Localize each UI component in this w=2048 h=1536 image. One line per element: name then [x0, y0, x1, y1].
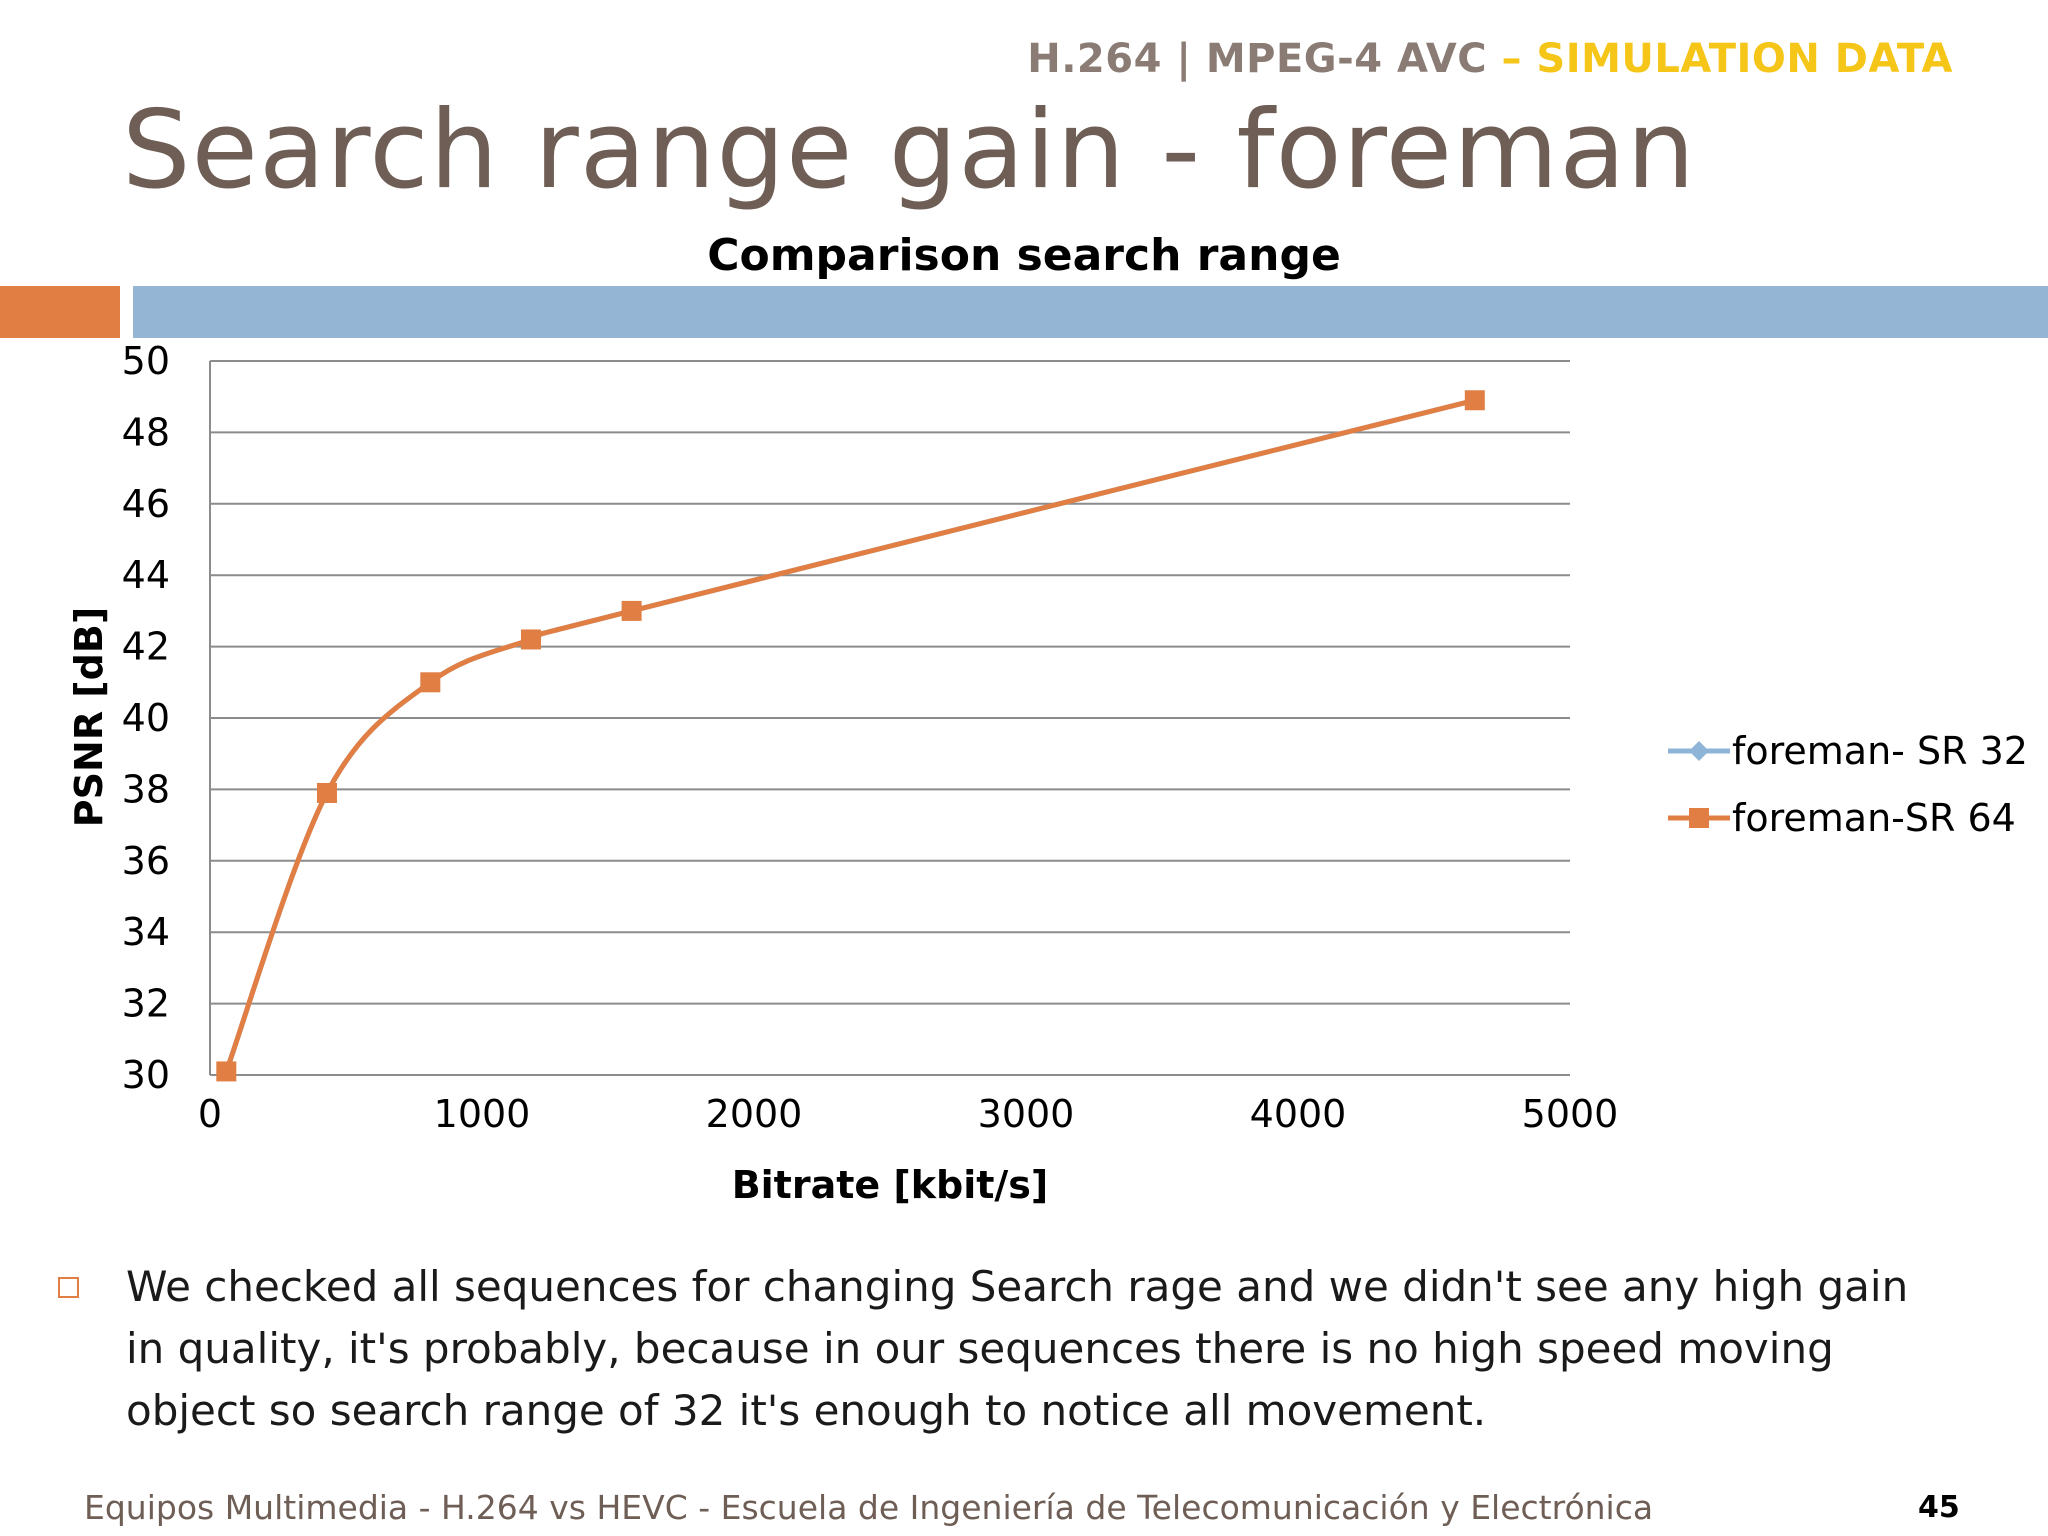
y-axis-title: PSNR [dB]: [67, 607, 111, 827]
x-tick-label: 0: [198, 1092, 222, 1136]
series-2: [216, 390, 1485, 1082]
y-tick-label: 42: [122, 625, 170, 669]
y-tick-label: 46: [122, 482, 170, 526]
y-tick-label: 44: [122, 553, 170, 597]
data-point: [1464, 390, 1485, 411]
x-tick-label: 5000: [1522, 1092, 1619, 1136]
x-tick-label: 4000: [1250, 1092, 1347, 1136]
chart-series: [216, 390, 1485, 1082]
x-tick-label: 1000: [434, 1092, 531, 1136]
x-axis-ticks: 0 1000 2000 3000 4000 5000: [198, 1092, 1618, 1136]
y-tick-label: 30: [122, 1053, 170, 1097]
legend-item: foreman-SR 64: [1668, 796, 2016, 840]
y-tick-label: 50: [122, 339, 170, 383]
chart-gridlines: [209, 360, 1570, 1076]
page-number: 45: [1918, 1490, 1960, 1525]
series-1: [216, 390, 1485, 1082]
bullet-text: We checked all sequences for changing Se…: [126, 1262, 1909, 1435]
y-tick-label: 34: [122, 910, 170, 954]
legend-marker-diamond-icon: [1689, 741, 1709, 761]
legend-marker-square-icon: [1689, 808, 1709, 828]
legend-label: foreman- SR 32: [1732, 729, 2028, 773]
header-section-tag: H.264 | MPEG-4 AVC – SIMULATION DATA: [1027, 36, 1953, 82]
data-point: [216, 1061, 237, 1082]
x-tick-label: 3000: [978, 1092, 1075, 1136]
data-point: [621, 600, 642, 621]
data-point: [316, 782, 337, 803]
series-line: [223, 397, 1476, 1073]
psnr-chart: Comparison search range 30 32 34 36 38 40 42 44…: [67, 230, 2028, 1207]
y-axis-ticks: 30 32 34 36 38 40 42 44 46 48 50: [122, 339, 170, 1097]
header-tag-highlight: – SIMULATION DATA: [1487, 36, 1953, 82]
y-tick-label: 32: [122, 982, 170, 1026]
legend-label: foreman-SR 64: [1732, 796, 2016, 840]
slide-title: Search range gain - foreman: [122, 88, 1696, 213]
accent-bar-blue: [133, 286, 2048, 338]
x-axis-title: Bitrate [kbit/s]: [732, 1163, 1049, 1207]
data-point: [520, 629, 541, 650]
chart-legend: foreman- SR 32 foreman-SR 64: [1668, 729, 2028, 840]
header-tag-main: H.264 | MPEG-4 AVC: [1027, 36, 1488, 82]
chart-title: Comparison search range: [707, 230, 1341, 281]
accent-bar-orange: [0, 286, 120, 338]
legend-item: foreman- SR 32: [1668, 729, 2028, 773]
y-tick-label: 36: [122, 839, 170, 883]
bullet-square-icon: [58, 1277, 79, 1298]
y-tick-label: 40: [122, 696, 170, 740]
data-point: [420, 672, 441, 693]
footer-text: Equipos Multimedia - H.264 vs HEVC - Esc…: [84, 1488, 1654, 1527]
series-line: [223, 397, 1476, 1073]
y-tick-label: 38: [122, 767, 170, 811]
y-tick-label: 48: [122, 410, 170, 454]
x-tick-label: 2000: [706, 1092, 803, 1136]
